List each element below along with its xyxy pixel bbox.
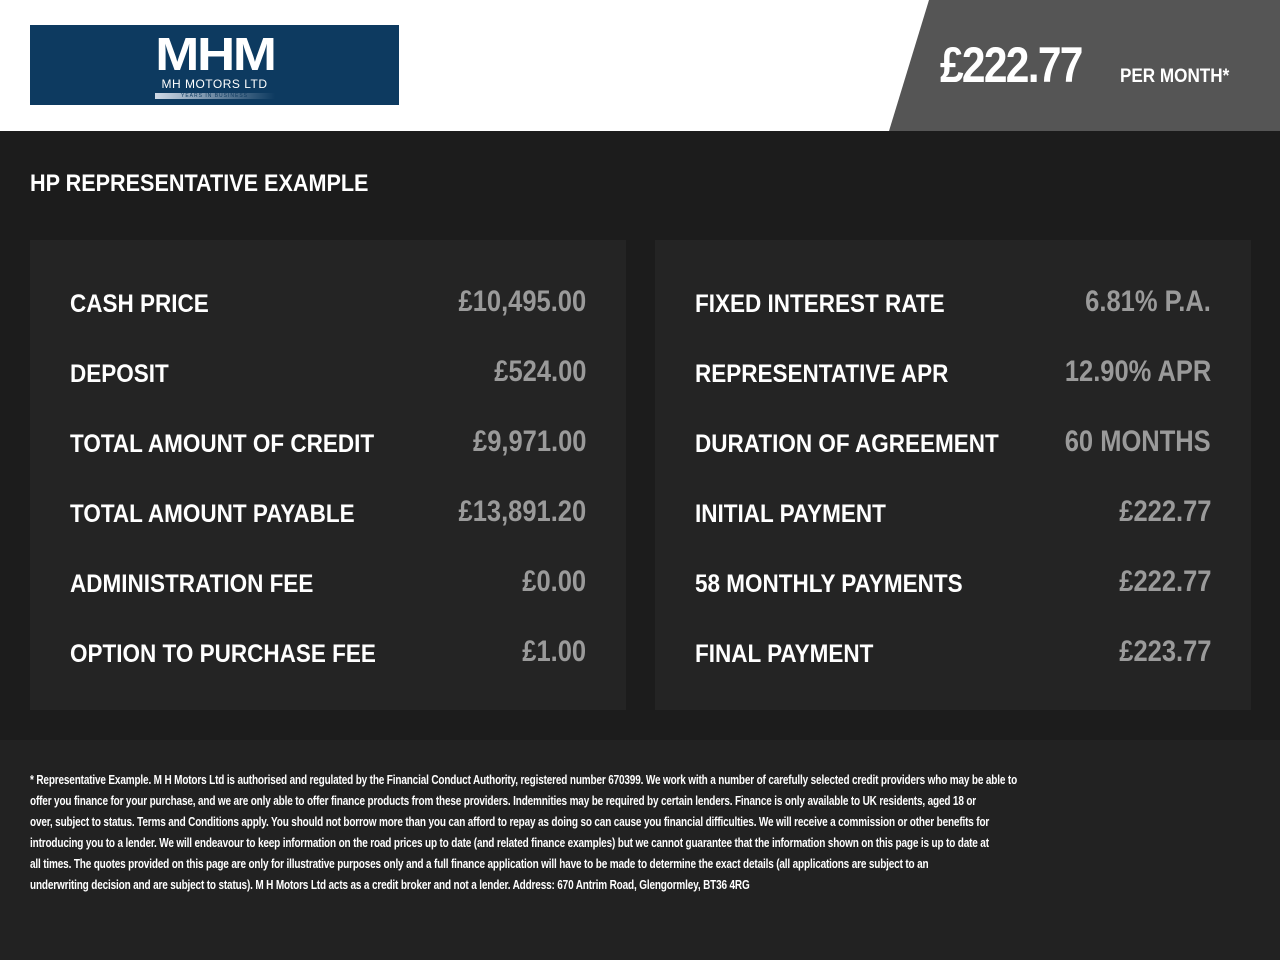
row-label: INITIAL PAYMENT — [695, 500, 886, 528]
row-label: 58 MONTHLY PAYMENTS — [695, 570, 963, 598]
finance-panel-left: CASH PRICE £10,495.00 DEPOSIT £524.00 TOTA… — [30, 240, 626, 710]
finance-row: 58 MONTHLY PAYMENTS £222.77 — [655, 565, 1251, 635]
row-value: £222.77 — [1118, 495, 1211, 528]
finance-row: FINAL PAYMENT £223.77 — [655, 635, 1251, 705]
row-value: £13,891.20 — [458, 495, 586, 528]
row-label: TOTAL AMOUNT OF CREDIT — [70, 430, 375, 458]
monthly-price-panel — [889, 0, 1280, 131]
row-value: £222.77 — [1118, 565, 1211, 598]
logo-subtext: MH MOTORS LTD — [161, 77, 268, 91]
row-label: ADMINISTRATION FEE — [70, 570, 314, 598]
row-label: DEPOSIT — [70, 360, 169, 388]
disclaimer-line: * Representative Example. M H Motors Ltd… — [30, 773, 1018, 787]
finance-row: CASH PRICE £10,495.00 — [30, 285, 626, 355]
header: MHM MH MOTORS LTD YEARS IN BUSINESS £222… — [0, 0, 1280, 131]
logo-tagline: YEARS IN BUSINESS — [154, 93, 275, 99]
finance-row: FIXED INTEREST RATE 6.81% P.A. — [655, 285, 1251, 355]
finance-row: INITIAL PAYMENT £222.77 — [655, 495, 1251, 565]
row-value: £10,495.00 — [458, 285, 586, 318]
row-value: 12.90% APR — [1064, 355, 1211, 388]
finance-panel-right: FIXED INTEREST RATE 6.81% P.A. REPRESENTA… — [655, 240, 1251, 710]
row-value: £0.00 — [522, 565, 586, 598]
row-value: 60 MONTHS — [1065, 425, 1211, 458]
row-value: £223.77 — [1118, 635, 1211, 668]
disclaimer-line: underwriting decision and are subject to… — [30, 878, 750, 892]
per-month-label: PER MONTH* — [1120, 66, 1230, 87]
disclaimer-line: all times. The quotes provided on this p… — [30, 857, 929, 871]
row-label: FINAL PAYMENT — [695, 640, 874, 668]
disclaimer-line: introducing you to a lender. We will end… — [30, 836, 989, 850]
row-label: DURATION OF AGREEMENT — [695, 430, 999, 458]
disclaimer-line: offer you finance for your purchase, and… — [30, 794, 977, 808]
row-label: CASH PRICE — [70, 290, 209, 318]
page-title: HP REPRESENTATIVE EXAMPLE — [30, 170, 369, 197]
disclaimer-footer: * Representative Example. M H Motors Ltd… — [0, 740, 1280, 960]
finance-row: DEPOSIT £524.00 — [30, 355, 626, 425]
row-label: TOTAL AMOUNT PAYABLE — [70, 500, 355, 528]
row-value: £1.00 — [522, 635, 586, 668]
logo-text: MHM — [154, 28, 277, 80]
row-label: REPRESENTATIVE APR — [695, 360, 949, 388]
finance-row: ADMINISTRATION FEE £0.00 — [30, 565, 626, 635]
row-value: 6.81% P.A. — [1085, 285, 1211, 318]
finance-row: REPRESENTATIVE APR 12.90% APR — [655, 355, 1251, 425]
monthly-price: £222.77 — [940, 37, 1083, 93]
finance-row: TOTAL AMOUNT OF CREDIT £9,971.00 — [30, 425, 626, 495]
row-label: OPTION TO PURCHASE FEE — [70, 640, 376, 668]
row-label: FIXED INTEREST RATE — [695, 290, 945, 318]
finance-row: DURATION OF AGREEMENT 60 MONTHS — [655, 425, 1251, 495]
disclaimer-line: over, subject to status. Terms and Condi… — [30, 815, 990, 829]
row-value: £9,971.00 — [472, 425, 586, 458]
row-value: £524.00 — [493, 355, 586, 388]
finance-row: OPTION TO PURCHASE FEE £1.00 — [30, 635, 626, 705]
mh-motors-logo[interactable]: MHM MH MOTORS LTD YEARS IN BUSINESS — [30, 25, 399, 105]
finance-row: TOTAL AMOUNT PAYABLE £13,891.20 — [30, 495, 626, 565]
